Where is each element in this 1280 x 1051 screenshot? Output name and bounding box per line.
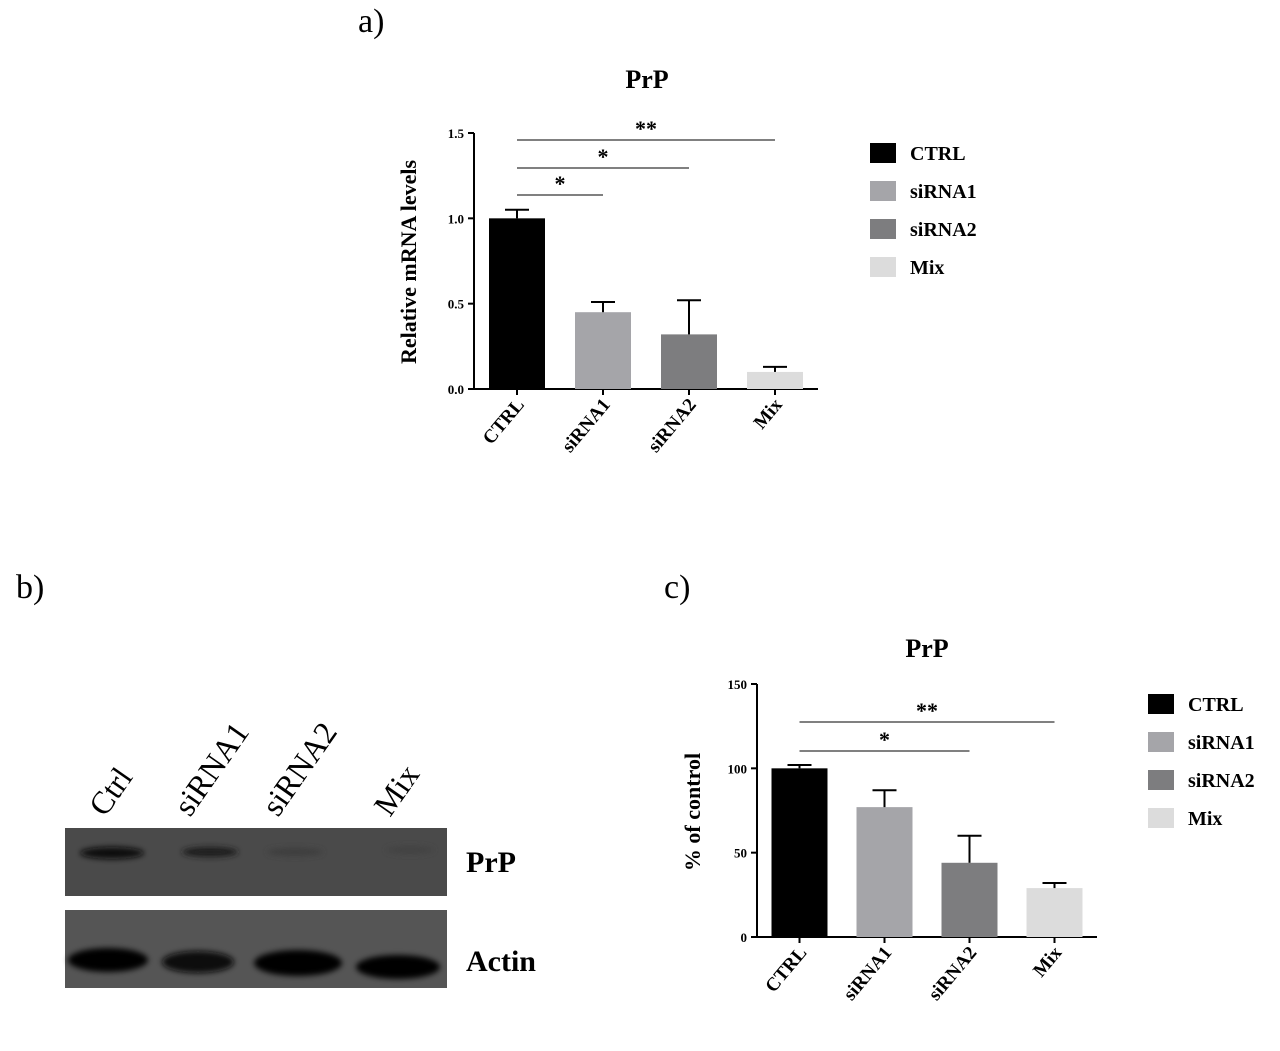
panel-label-c: c) [664, 569, 690, 606]
y-tick-label: 0.5 [448, 297, 465, 312]
y-tick-label: 50 [734, 846, 747, 861]
legend-swatch [870, 219, 896, 239]
bar-sirna2 [661, 334, 717, 389]
y-tick-label: 1.5 [448, 126, 465, 141]
chart-c: PrP % of control 0 50 100 150 CTRL siRNA1 siRN… [680, 634, 1255, 1005]
x-tick-label: siRNA1 [840, 943, 897, 1005]
legend-label: siRNA1 [1188, 732, 1255, 754]
blot-band [80, 847, 144, 859]
legend-label: siRNA2 [1188, 770, 1255, 792]
chart-a: PrP Relative mRNA levels 0.0 0.5 1.0 1.5 CTR… [396, 65, 977, 457]
x-tick-label: Mix [1029, 942, 1066, 981]
legend-label: CTRL [910, 143, 966, 165]
blot-band-label-actin: Actin [466, 945, 536, 978]
significance-label: ** [916, 698, 938, 723]
x-tick-label: siRNA1 [558, 395, 615, 457]
blot-band [386, 846, 434, 854]
blot-lane-label: siRNA1 [166, 715, 256, 822]
blot-lane-label: siRNA2 [254, 715, 344, 822]
blot-band [254, 950, 342, 976]
blot-band [182, 847, 238, 857]
legend-swatch [870, 181, 896, 201]
bar-mix [747, 371, 803, 389]
legend-swatch [870, 257, 896, 277]
significance-label: ** [635, 116, 657, 141]
x-tick-label: Mix [750, 394, 787, 433]
legend-label: siRNA2 [910, 219, 977, 241]
x-tick-label: siRNA2 [925, 943, 982, 1005]
bar-sirna1 [856, 807, 913, 937]
bar-sirna2 [941, 862, 998, 937]
legend-label: siRNA1 [910, 181, 977, 203]
chart-c-title: PrP [905, 634, 948, 663]
chart-c-ylabel: % of control [680, 753, 705, 871]
blot-lane-label: Mix [366, 758, 426, 822]
blot-band [162, 951, 234, 973]
x-tick-label: siRNA2 [644, 395, 701, 457]
panel-label-b: b) [16, 569, 44, 606]
blot-band [68, 948, 148, 972]
y-tick-label: 0 [741, 930, 748, 945]
legend-label: CTRL [1188, 694, 1244, 716]
legend-swatch [870, 143, 896, 163]
legend-swatch [1148, 732, 1174, 752]
significance-label: * [879, 727, 890, 752]
x-tick-label: CTRL [479, 395, 529, 449]
bar-ctrl [771, 768, 828, 937]
legend-label: Mix [1188, 808, 1222, 830]
legend-label: Mix [910, 257, 944, 279]
y-tick-label: 0.0 [448, 382, 464, 397]
y-tick-label: 150 [728, 677, 748, 692]
y-tick-label: 100 [728, 761, 748, 776]
legend-swatch [1148, 694, 1174, 714]
chart-a-ylabel: Relative mRNA levels [396, 160, 421, 364]
blot-lane-label: Ctrl [81, 760, 139, 822]
blot-band [356, 955, 440, 979]
bar-sirna1 [575, 312, 631, 389]
bar-ctrl [489, 218, 545, 389]
legend-swatch [1148, 770, 1174, 790]
significance-label: * [555, 171, 566, 196]
western-blot: Ctrl siRNA1 siRNA2 Mix PrP Actin [65, 715, 536, 988]
blot-band-label-prp: PrP [466, 846, 516, 879]
significance-label: * [598, 144, 609, 169]
y-tick-label: 1.0 [448, 211, 464, 226]
bar-mix [1026, 888, 1083, 937]
blot-strip-prp [65, 828, 447, 896]
blot-band [267, 848, 323, 856]
legend-swatch [1148, 808, 1174, 828]
panel-label-a: a) [358, 3, 384, 40]
chart-a-title: PrP [625, 65, 668, 94]
x-tick-label: CTRL [761, 943, 811, 997]
